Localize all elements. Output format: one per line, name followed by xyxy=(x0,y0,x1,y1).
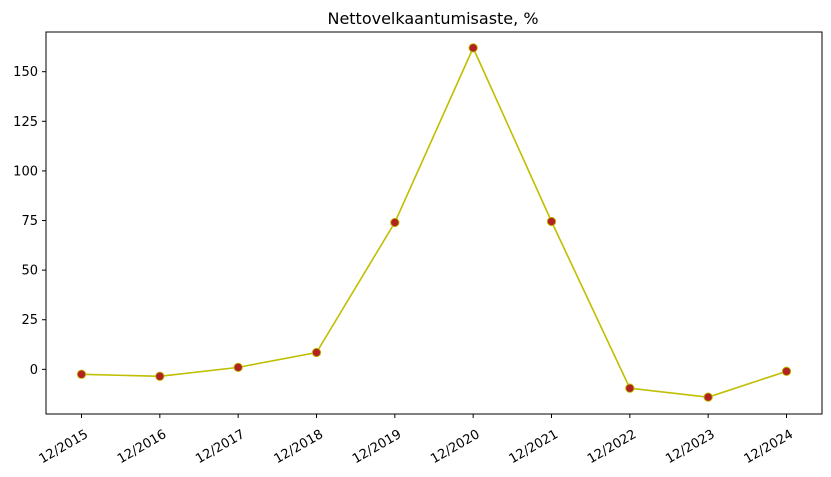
y-tick-label: 150 xyxy=(13,65,38,80)
y-tick-label: 25 xyxy=(21,313,38,328)
chart-title: Nettovelkaantumisaste, % xyxy=(327,9,538,28)
data-point xyxy=(625,383,635,393)
data-point xyxy=(311,347,322,358)
x-tick-label: 12/2015 xyxy=(37,427,91,467)
series-line xyxy=(81,45,787,398)
x-axis: 12/2015 12/2016 12/2017 12/2018 12/2019 12/20… xyxy=(37,414,796,467)
x-tick-label: 12/2017 xyxy=(193,427,247,467)
plot-frame xyxy=(45,31,823,415)
x-tick-label: 12/2023 xyxy=(663,427,717,467)
y-tick-label: 100 xyxy=(13,164,38,179)
y-axis: 0 25 50 75 100 125 150 xyxy=(13,65,46,378)
data-point xyxy=(76,369,87,379)
x-tick-label: 12/2018 xyxy=(272,427,326,467)
data-point xyxy=(233,362,243,373)
x-tick-label: 12/2024 xyxy=(742,427,796,467)
data-point xyxy=(546,216,557,227)
x-tick-label: 12/2020 xyxy=(428,427,482,467)
y-tick-label: 75 xyxy=(21,214,38,229)
data-point xyxy=(781,366,792,376)
plot-area xyxy=(76,43,792,402)
y-tick-label: 125 xyxy=(13,115,38,130)
x-tick-label: 12/2019 xyxy=(350,427,404,467)
data-point xyxy=(468,43,478,53)
x-tick-label: 12/2022 xyxy=(585,427,639,467)
data-point xyxy=(155,371,165,381)
y-tick-label: 0 xyxy=(30,363,38,378)
y-tick-label: 50 xyxy=(21,264,38,279)
x-tick-label: 12/2016 xyxy=(115,427,169,467)
x-tick-label: 12/2021 xyxy=(507,427,561,467)
data-point xyxy=(390,217,400,228)
data-point xyxy=(703,392,713,402)
